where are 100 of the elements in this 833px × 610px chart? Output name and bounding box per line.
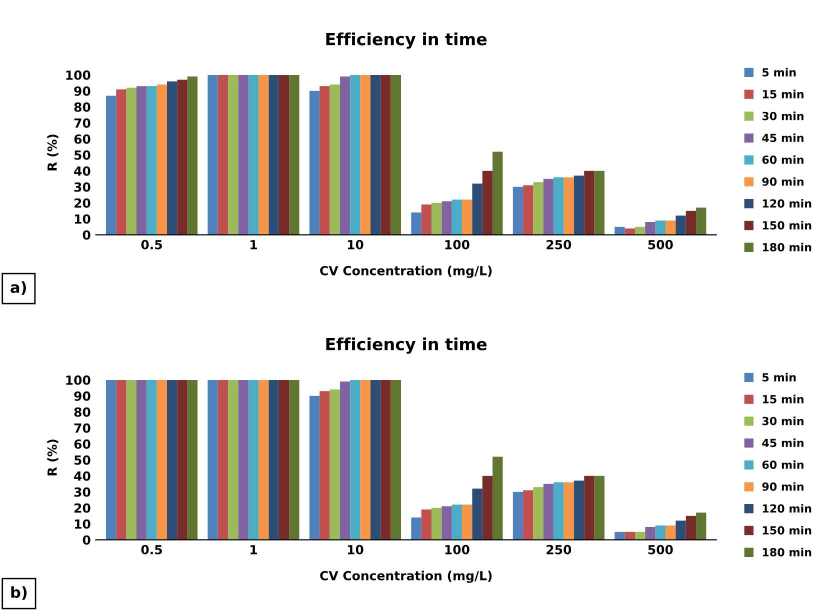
y-tick-label: 100 — [66, 375, 90, 385]
y-tick-label: 10 — [74, 519, 90, 529]
bar — [167, 380, 178, 540]
legend-label: 15 min — [762, 394, 804, 404]
y-axis-title: R (%) — [47, 440, 58, 476]
bar — [309, 396, 320, 540]
text: a) — [10, 281, 26, 295]
y-tick-label: 20 — [74, 503, 90, 513]
legend-label: 150 min — [762, 526, 812, 535]
legend-label: 60 min — [762, 155, 804, 164]
bar — [106, 96, 116, 235]
bar — [370, 380, 381, 540]
bar — [136, 86, 147, 235]
x-tick-label: 500 — [648, 240, 673, 250]
bar — [380, 380, 391, 540]
y-tick-label: 40 — [74, 471, 90, 481]
bar — [564, 482, 574, 540]
bar — [248, 380, 259, 540]
bar — [686, 210, 696, 235]
bar — [624, 228, 635, 235]
bar — [411, 517, 422, 540]
y-tick-label: 0 — [82, 535, 90, 545]
bar — [421, 509, 432, 540]
bar — [268, 380, 279, 540]
bar — [390, 74, 401, 235]
bar — [116, 89, 126, 235]
y-tick-label: 40 — [74, 166, 90, 176]
chart-title: Efficiency in time — [326, 32, 487, 49]
bar — [442, 506, 452, 540]
bar — [533, 182, 544, 235]
bar — [238, 74, 248, 235]
bar — [523, 185, 534, 235]
legend-label: 120 min — [762, 504, 812, 513]
bar — [380, 74, 391, 235]
y-tick-label: 70 — [74, 423, 90, 433]
x-tick-label: 100 — [445, 240, 470, 250]
bar — [574, 176, 584, 235]
bar — [512, 492, 524, 540]
x-axis-title: CV Concentration (mg/L) — [320, 570, 492, 583]
bar — [482, 170, 493, 235]
x-tick-label: 0.5 — [141, 544, 162, 554]
y-tick-label: 60 — [74, 439, 90, 449]
bar — [492, 152, 503, 235]
bar — [390, 380, 401, 540]
x-tick-label: 500 — [648, 544, 673, 554]
bar — [543, 178, 554, 235]
legend-label: 90 min — [762, 177, 804, 186]
y-tick-label: 80 — [74, 407, 90, 417]
bar — [452, 504, 462, 540]
bar — [309, 90, 320, 235]
bar — [472, 488, 482, 540]
x-axis-title: CV Concentration (mg/L) — [320, 266, 492, 278]
legend-label: 120 min — [762, 199, 812, 208]
bar — [655, 525, 666, 540]
bar — [666, 525, 676, 540]
legend-label: 45 min — [762, 438, 804, 448]
bar — [350, 74, 360, 235]
y-tick-label: 0 — [82, 230, 90, 240]
bar — [614, 532, 625, 540]
bar — [330, 390, 340, 540]
bar — [686, 516, 696, 540]
bar — [432, 508, 442, 540]
bar — [462, 504, 472, 540]
bar — [655, 220, 666, 235]
x-tick-label: 250 — [546, 240, 572, 250]
legend-label: 90 min — [762, 482, 804, 491]
bar — [676, 216, 686, 235]
bar — [187, 380, 198, 540]
bar — [370, 74, 381, 235]
y-tick-label: 80 — [74, 102, 90, 112]
y-tick-label: 20 — [74, 198, 90, 208]
bar — [584, 170, 594, 235]
bar — [492, 456, 503, 540]
legend-label: 5 min — [762, 68, 796, 76]
bar — [126, 88, 136, 235]
bar — [258, 380, 269, 540]
y-tick-label: 60 — [74, 134, 90, 144]
bar — [146, 86, 157, 235]
bar — [594, 476, 604, 540]
bar — [187, 76, 198, 235]
y-tick-label: 30 — [74, 487, 90, 497]
bar — [340, 382, 350, 540]
bar — [218, 74, 228, 235]
x-tick-label: 100 — [445, 544, 470, 554]
chart-title: Efficiency in time — [326, 337, 487, 354]
bar — [177, 80, 188, 235]
bar — [126, 380, 136, 540]
legend-label: 5 min — [762, 372, 796, 382]
bar — [248, 74, 259, 235]
legend-label: 150 min — [762, 220, 812, 230]
x-tick-label: 1 — [250, 545, 257, 554]
y-tick-label: 90 — [74, 86, 90, 96]
bar — [228, 74, 238, 235]
bar — [340, 76, 350, 235]
bar — [411, 212, 422, 235]
bar — [167, 81, 178, 235]
bar — [594, 170, 604, 235]
bar — [676, 520, 686, 540]
bar — [360, 380, 370, 540]
bar — [533, 487, 544, 540]
